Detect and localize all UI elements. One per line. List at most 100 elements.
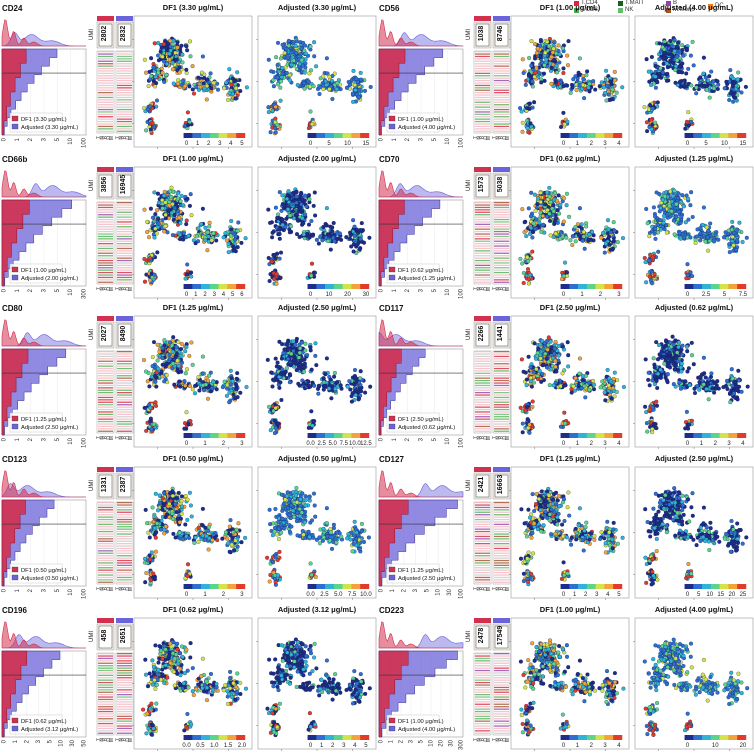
scatter-point	[680, 70, 685, 75]
strip-tick-label: M	[505, 287, 511, 291]
scatter-point	[278, 250, 284, 255]
scatter-point	[549, 54, 554, 59]
scatter-point	[185, 272, 190, 277]
scatter-point	[704, 87, 709, 92]
adjusted-colorbar-tick: 10	[326, 292, 333, 298]
scatter-point	[350, 391, 355, 396]
histogram-tick-label: 1	[15, 288, 21, 292]
scatter-point	[646, 69, 651, 74]
histogram-tick-label: 10	[68, 137, 74, 144]
scatter-point	[653, 63, 658, 69]
scatter-point	[311, 203, 316, 208]
scatter-point	[655, 80, 660, 85]
scatter-point	[678, 220, 683, 225]
scatter-point	[288, 224, 294, 229]
scatter-point	[200, 54, 205, 59]
df1-steps	[1, 48, 27, 136]
scatter-point	[156, 70, 161, 75]
cell-stripe	[475, 274, 490, 276]
colorbar-segment	[719, 133, 729, 138]
cell-stripe	[475, 221, 490, 223]
scatter-point	[220, 385, 225, 390]
scatter-point	[686, 196, 691, 201]
cell-stripe	[475, 111, 490, 113]
scatter-point	[651, 205, 656, 210]
histogram-tick-label: 5	[55, 288, 61, 292]
scatter-point	[160, 374, 165, 379]
scatter-point	[196, 226, 201, 231]
scatter-point	[677, 64, 682, 69]
scatter-point	[176, 78, 181, 83]
scatter-point	[544, 57, 549, 62]
adjusted-colorbar-tick: 15	[740, 141, 747, 147]
df1-colorbar-tick: 3	[218, 141, 222, 147]
scatter-point	[610, 87, 615, 92]
scatter-point	[211, 80, 216, 85]
cell-stripe	[117, 233, 132, 235]
cell-stripe	[494, 209, 509, 211]
cell-stripe	[494, 96, 509, 99]
scatter-point	[577, 83, 582, 88]
scatter-point	[689, 83, 694, 88]
scatter-point	[172, 206, 177, 211]
cell-stripe	[117, 113, 132, 115]
cell-stripe	[117, 101, 132, 103]
scatter-point	[164, 373, 169, 378]
scatter-point	[611, 239, 616, 244]
cell-stripe	[117, 375, 132, 377]
scatter-point	[330, 229, 335, 234]
adjusted-colorbar-tick: 30	[363, 292, 370, 298]
scatter-point	[324, 56, 329, 61]
scatter-point	[191, 91, 197, 96]
cell-stripe	[117, 99, 132, 101]
cell-stripe	[98, 96, 113, 99]
adjusted-umi-value: 16945	[120, 175, 127, 195]
histogram-tick-label: 100	[82, 437, 88, 448]
cell-stripe	[494, 238, 509, 240]
cell-stripe	[494, 264, 509, 266]
scatter-point	[232, 79, 237, 84]
scatter-point	[184, 410, 189, 415]
scatter-point	[645, 129, 650, 134]
scatter-point	[556, 193, 561, 198]
scatter-point	[347, 379, 352, 384]
scatter-point	[558, 124, 564, 130]
cell-stripe	[98, 53, 113, 55]
scatter-point	[644, 57, 649, 62]
cell-stripe	[98, 65, 113, 67]
scatter-point	[577, 206, 582, 211]
scatter-point	[352, 233, 357, 238]
scatter-point	[222, 379, 227, 384]
cell-stripe	[98, 63, 113, 65]
scatter-point	[234, 387, 239, 392]
cell-stripe	[117, 128, 132, 130]
scatter-point	[235, 371, 240, 376]
scatter-point	[560, 46, 565, 51]
colorbar-segment	[360, 133, 370, 138]
scatter-point	[187, 84, 192, 89]
strip-tick-label: M	[505, 136, 511, 140]
strip-tick-label: D	[125, 136, 131, 140]
marker-title: CD70	[379, 155, 400, 164]
colorbar-segment	[218, 133, 228, 138]
scatter-point	[520, 57, 525, 62]
scatter-point	[162, 338, 167, 343]
scatter-point	[225, 382, 230, 387]
cell-stripe	[117, 250, 132, 252]
cell-stripe	[494, 279, 509, 281]
scatter-point	[706, 228, 711, 233]
scatter-point	[701, 205, 706, 210]
cell-stripe	[98, 75, 113, 77]
scatter-point	[575, 222, 580, 227]
colorbar-segment	[578, 133, 588, 138]
scatter-point	[355, 242, 360, 247]
scatter-point	[273, 205, 278, 210]
cell-stripe	[98, 425, 113, 428]
scatter-point	[301, 369, 307, 374]
adjusted-colorbar-tick: 2.5	[702, 292, 711, 298]
adjusted-umi-value: 2832	[120, 26, 127, 42]
scatter-point	[553, 80, 559, 85]
cell-stripe	[117, 264, 132, 266]
scatter-point	[662, 50, 668, 55]
scatter-point	[706, 78, 711, 83]
